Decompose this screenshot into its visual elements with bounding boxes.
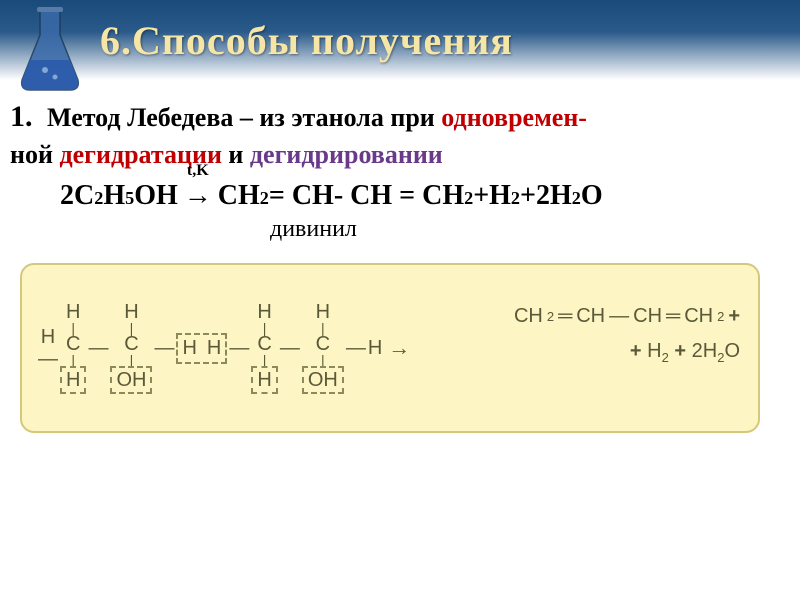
bond: | bbox=[263, 356, 267, 364]
atom-h: H bbox=[368, 337, 382, 360]
dashed-oh: OH bbox=[110, 366, 152, 394]
eq-r1sub: 2 bbox=[260, 188, 269, 209]
p-ch: CH bbox=[576, 305, 605, 328]
ethanol-1: H | C | H — H | C | OH bbox=[60, 302, 152, 395]
bond: — bbox=[36, 349, 60, 369]
bond: | bbox=[321, 356, 325, 364]
carbon-col-4: H | C | OH bbox=[302, 302, 344, 395]
plus-icon: + bbox=[630, 340, 642, 362]
eq-h5: H bbox=[103, 180, 125, 212]
method-line-2: ной дегидратации и дегидрировании bbox=[10, 140, 770, 170]
eq-r1: CH bbox=[218, 180, 260, 212]
bond: — bbox=[227, 337, 251, 360]
eq-left: 2C bbox=[60, 180, 94, 212]
p-o: O bbox=[724, 340, 740, 362]
bond: | bbox=[130, 324, 134, 332]
dashed-h: H bbox=[251, 366, 277, 394]
bond: | bbox=[130, 356, 134, 364]
dashed-h: H bbox=[60, 366, 86, 394]
p-h: H bbox=[647, 340, 661, 362]
slide-title: 6.Способы получения bbox=[100, 17, 513, 64]
product-h2-h2o: + H2 + 2H2O bbox=[630, 340, 740, 365]
bond: | bbox=[263, 324, 267, 332]
method-text-2b: и bbox=[222, 140, 250, 169]
products: CH 2 ═ CH — CH ═ CH 2 + + H2 + 2H2O bbox=[514, 305, 740, 365]
bond: — bbox=[86, 337, 110, 360]
eq-h2sub: 2 bbox=[511, 188, 520, 209]
eq-plus-h2o: +2H bbox=[520, 180, 572, 212]
bond: | bbox=[321, 324, 325, 332]
dashed-hh-box: H H bbox=[176, 333, 227, 364]
list-number: 1. bbox=[10, 100, 33, 133]
equation: 2C2H5OH t,K → CH2= CH- CH = CH2+H2 +2H2O bbox=[60, 180, 770, 212]
structural-diagram: H — H | C | H — H | C | OH bbox=[20, 263, 760, 433]
p-sub: 2 bbox=[717, 309, 724, 324]
p-ch: CH bbox=[633, 305, 662, 328]
atom-h: H bbox=[124, 302, 138, 322]
atom-h: H bbox=[41, 327, 55, 347]
bond: | bbox=[71, 356, 75, 364]
method-text-2a: ной bbox=[10, 140, 59, 169]
p-sub: 2 bbox=[662, 350, 669, 365]
atom-c: C bbox=[257, 334, 271, 354]
eq-r2sub: 2 bbox=[464, 188, 473, 209]
plus-icon: + bbox=[674, 340, 686, 362]
eq-c2: 2 bbox=[94, 188, 103, 209]
carbon-col-2: H | C | OH bbox=[110, 302, 152, 395]
arrow-condition: t,K bbox=[187, 162, 209, 180]
atom-h: H bbox=[66, 302, 80, 322]
atom-c: C bbox=[316, 334, 330, 354]
eq-oh: OH bbox=[134, 180, 178, 212]
p-sub: 2 bbox=[547, 309, 554, 324]
product-butadiene: CH 2 ═ CH — CH ═ CH 2 + bbox=[514, 305, 740, 328]
header-bar: 6.Способы получения bbox=[0, 0, 800, 80]
method-red-1: одновремен- bbox=[441, 103, 587, 132]
bond: — bbox=[344, 337, 368, 360]
dbl-bond: ═ bbox=[666, 305, 680, 328]
atom-h: H bbox=[182, 337, 196, 360]
divinil-label: дивинил bbox=[270, 216, 770, 243]
dashed-oh: OH bbox=[302, 366, 344, 394]
flask-icon bbox=[10, 5, 90, 95]
method-text-1: Метод Лебедева – из этанола при bbox=[47, 103, 441, 132]
atom-h: H bbox=[316, 302, 330, 322]
arrow-wrap: t,K → bbox=[184, 180, 212, 212]
method-line-1: 1. Метод Лебедева – из этанола при однов… bbox=[10, 100, 770, 134]
p-ch2: CH bbox=[514, 305, 543, 328]
coef-2: 2 bbox=[692, 340, 703, 362]
reaction-arrow-icon: → bbox=[388, 335, 410, 361]
atom-h: H bbox=[207, 337, 221, 360]
atom-c: C bbox=[66, 334, 80, 354]
dbl-bond: ═ bbox=[558, 305, 572, 328]
p-h: H bbox=[703, 340, 717, 362]
atom-c: C bbox=[124, 334, 138, 354]
bond: — bbox=[278, 337, 302, 360]
atom-h: H bbox=[257, 370, 271, 390]
eq-plus-h2: +H bbox=[473, 180, 511, 212]
carbon-col-3: H | C | H bbox=[251, 302, 277, 395]
mol-h-left: H — bbox=[36, 327, 60, 369]
content-area: 1. Метод Лебедева – из этанола при однов… bbox=[0, 80, 800, 443]
eq-h5sub: 5 bbox=[125, 188, 134, 209]
atom-oh: OH bbox=[116, 370, 146, 390]
bond: — bbox=[152, 337, 176, 360]
arrow-icon: → bbox=[184, 180, 212, 211]
plus-icon: + bbox=[728, 305, 740, 328]
ethanol-2: H | C | H — H | C | OH bbox=[251, 302, 343, 395]
atom-oh: OH bbox=[308, 370, 338, 390]
atom-h: H bbox=[66, 370, 80, 390]
method-purple: дегидрировании bbox=[250, 140, 443, 169]
middle-hh: H H bbox=[176, 333, 227, 364]
carbon-col-1: H | C | H bbox=[60, 302, 86, 395]
bond: | bbox=[71, 324, 75, 332]
eq-mid: = CH- CH = CH bbox=[269, 180, 464, 212]
atom-h: H bbox=[257, 302, 271, 322]
p-ch2: CH bbox=[684, 305, 713, 328]
sgl-bond: — bbox=[609, 305, 629, 328]
reactants: H — H | C | H — H | C | OH bbox=[36, 302, 416, 395]
eq-h2o2: 2 bbox=[572, 188, 581, 209]
eq-o: O bbox=[581, 180, 603, 212]
